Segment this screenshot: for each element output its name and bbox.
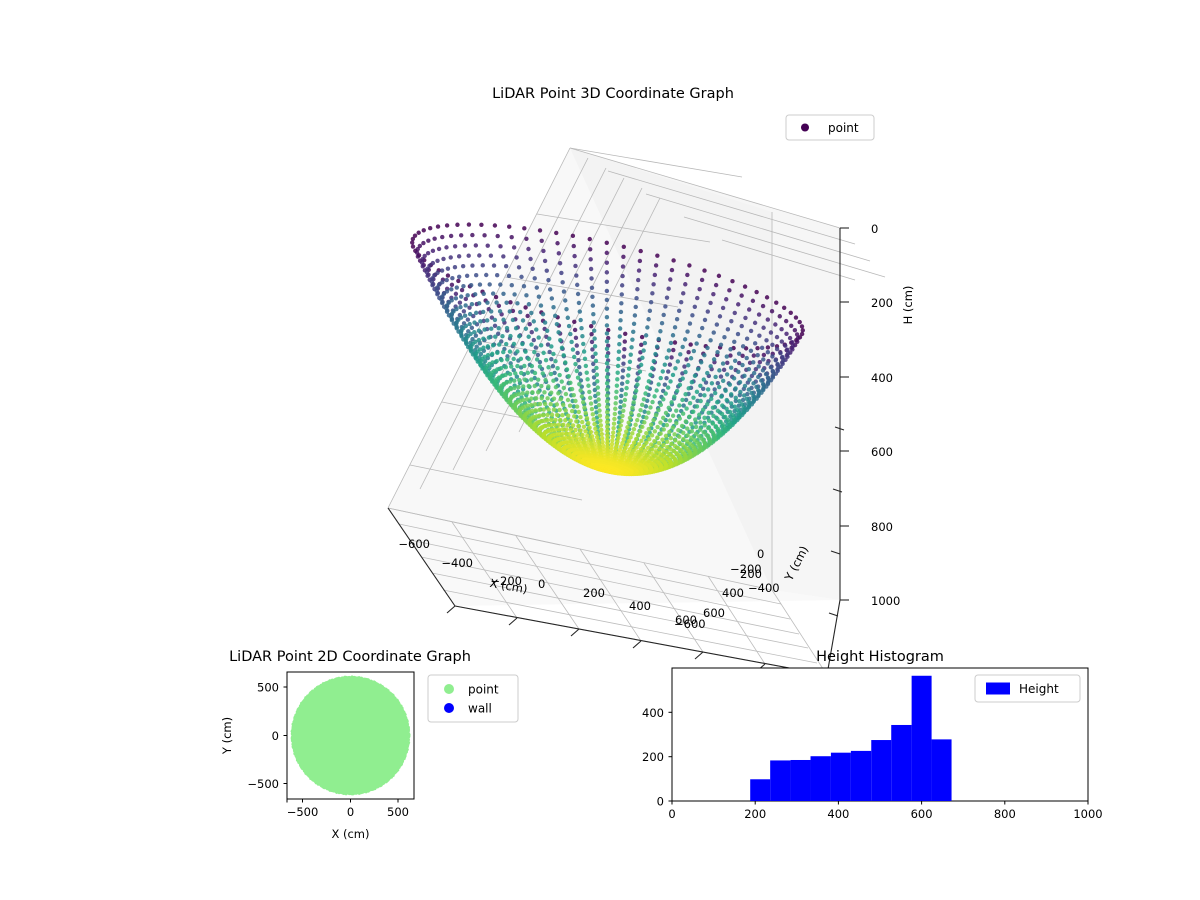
legend-hist-swatch [986,682,1010,695]
y-tick-4: 200 [740,567,762,581]
legend-2d[interactable]: point wall [427,674,519,723]
x-tick-1: −400 [441,556,473,570]
yhist-tick-1: 200 [642,750,664,764]
axes-hist-ticks [668,711,1089,805]
xhist-tick-5: 1000 [1073,807,1102,821]
z-axis-label: H (cm) [901,286,915,325]
legend-3d[interactable]: point [785,114,875,141]
histogram-bar [850,750,872,801]
yhist-tick-2: 400 [642,706,664,720]
scatter-2d-points [290,675,411,796]
chart-hist-title: Height Histogram [816,649,944,665]
axis3d-z-ticks: 0 200 400 600 800 1000 H (cm) [840,222,915,608]
histogram-bar [830,752,851,801]
histogram-bar [871,740,892,801]
scatter-2d-disc [290,675,411,796]
axes3d-grid-right [569,147,886,600]
x-tick-0: −600 [398,537,430,551]
yhist-tick-0: 0 [657,795,664,809]
legend-2d-marker-point [444,684,454,694]
z-tick-2: 400 [871,371,893,385]
legend-2d-label-point: point [468,683,499,697]
x2d-tick-0: −500 [287,805,319,819]
x-tick-3: 0 [538,577,545,591]
chart-2d-title: LiDAR Point 2D Coordinate Graph [229,649,471,665]
y-tick-0: −600 [674,617,706,631]
y2d-tick-1: 0 [272,729,279,743]
point-cloud-3d [410,222,805,477]
z-tick-5: 1000 [871,594,900,608]
histogram-bar [911,675,932,801]
legend-3d-label: point [828,121,859,135]
y2d-tick-0: −500 [247,777,279,791]
chart-3d-title: LiDAR Point 3D Coordinate Graph [492,86,734,102]
panel-2d: LiDAR Point 2D Coordinate Graph −500 0 5… [220,649,519,841]
xhist-tick-3: 600 [911,807,933,821]
x2d-tick-1: 0 [347,805,354,819]
histogram-bar [770,760,791,801]
histogram-bar [891,724,912,801]
x-tick-5: 400 [629,599,651,613]
histogram-bars [750,675,952,801]
histogram-bar [750,779,771,801]
x2d-tick-2: 500 [387,805,409,819]
xhist-tick-1: 200 [744,807,766,821]
x-tick-6: 600 [675,613,697,627]
legend-2d-label-wall: wall [468,702,492,716]
axes2d-ticks [283,686,399,803]
histogram-bar [810,756,831,801]
histogram-bar [931,739,952,801]
legend-histogram[interactable]: Height [974,674,1081,703]
axis3d-x-ticks: −600 −400 −200 0 200 400 600 X (cm) [398,537,828,683]
panel-3d: LiDAR Point 3D Coordinate Graph [387,86,915,683]
x-tick-4: 200 [583,586,605,600]
x2d-axis-label: X (cm) [331,827,369,841]
panel-histogram: Height Histogram 0 200 400 600 800 1000 … [642,649,1103,821]
z-tick-0: 0 [871,222,878,236]
xhist-tick-2: 400 [827,807,849,821]
z-tick-4: 800 [871,520,893,534]
histogram-bar [790,759,811,801]
legend-2d-marker-wall [444,703,454,713]
x-tick-2: −200 [490,574,522,588]
y2d-tick-2: 500 [257,681,279,695]
y-tick-6: 600 [703,606,725,620]
legend-hist-label: Height [1019,682,1059,696]
axes3d-spines [387,228,841,676]
y-tick-1: −400 [748,581,780,595]
xhist-tick-0: 0 [668,807,675,821]
y2d-axis-label: Y (cm) [220,717,234,755]
legend-3d-marker [801,123,809,132]
xhist-tick-4: 800 [994,807,1016,821]
y-tick-2: −200 [730,562,762,576]
z-tick-1: 200 [871,296,893,310]
x-axis-label: X (cm) [489,576,529,596]
y-tick-5: 400 [722,586,744,600]
y-tick-3: 0 [757,547,764,561]
z-tick-3: 600 [871,445,893,459]
